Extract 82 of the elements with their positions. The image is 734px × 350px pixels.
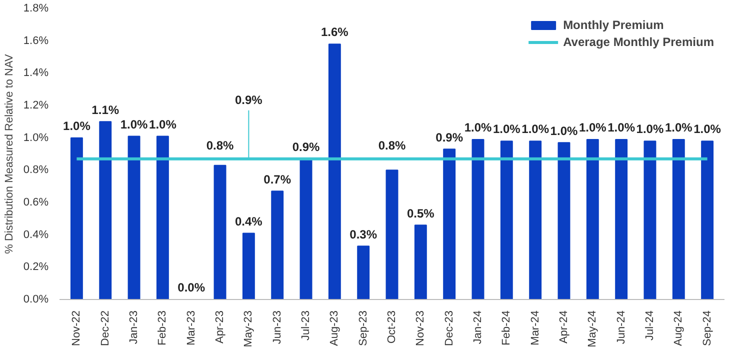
legend-label: Average Monthly Premium: [563, 35, 714, 49]
bar: [529, 140, 542, 300]
bar: [443, 148, 456, 300]
data-label: 0.8%: [206, 138, 234, 152]
annotation: 0.9%: [235, 93, 263, 108]
bar: [558, 142, 570, 300]
bar: [328, 44, 341, 300]
x-tick-label: Jun-24: [615, 310, 628, 344]
bar: [472, 138, 484, 300]
x-tick-label: Jan-24: [472, 310, 484, 344]
data-label: 1.0%: [464, 120, 492, 135]
x-tick-label: Mar-23: [185, 310, 198, 346]
y-tick-label: 1.4%: [23, 67, 49, 80]
data-label: 0.9%: [436, 130, 464, 144]
y-tick-label: 1.6%: [23, 34, 49, 47]
data-label: 1.0%: [694, 122, 722, 136]
data-label: 1.0%: [149, 117, 177, 132]
bar: [271, 190, 284, 300]
legend-label: Monthly Premium: [563, 18, 664, 32]
y-tick-label: 0.4%: [23, 228, 49, 241]
bar: [615, 138, 628, 300]
data-label: 0.3%: [350, 227, 378, 242]
x-tick-label: Oct-23: [386, 310, 398, 344]
data-label: 1.1%: [92, 102, 120, 117]
bar: [701, 140, 714, 300]
bar: [414, 224, 427, 300]
x-tick-label: Sep-23: [357, 310, 370, 346]
x-tick-label: Apr-24: [558, 310, 570, 344]
bar: [214, 164, 226, 300]
data-label: 1.0%: [636, 122, 664, 136]
y-tick-label: 0.2%: [23, 261, 49, 274]
x-tick-label: Jul-23: [300, 310, 312, 340]
y-tick-label: 0.0%: [23, 294, 49, 306]
data-label: 1.0%: [522, 122, 550, 136]
x-tick-label: Jan-23: [128, 310, 140, 344]
x-tick-label: Apr-23: [214, 310, 226, 344]
data-label: 0.0%: [178, 280, 206, 295]
bar: [357, 246, 370, 300]
bar: [128, 136, 140, 300]
x-tick-label: Sep-24: [701, 310, 714, 346]
y-tick-label: 1.8%: [23, 2, 49, 14]
data-label: 0.8%: [378, 138, 406, 152]
x-tick-label: Nov-23: [414, 310, 427, 346]
x-tick-label: Dec-22: [99, 310, 112, 346]
x-tick-label: Aug-23: [328, 310, 341, 346]
x-tick-label: May-24: [586, 310, 599, 348]
bar: [70, 137, 83, 300]
data-label: 1.0%: [608, 120, 636, 135]
bar: [500, 140, 513, 300]
data-label: 1.6%: [320, 25, 349, 40]
x-tick-label: Dec-23: [443, 310, 456, 346]
bar: [99, 121, 112, 300]
y-axis-title: % Distribution Measured Relative to NAV: [3, 53, 16, 254]
x-tick-label: Jun-23: [271, 310, 284, 344]
bar: [672, 138, 685, 300]
data-label: 1.0%: [550, 124, 578, 138]
data-label: 0.5%: [406, 206, 435, 220]
data-label: 1.0%: [578, 120, 607, 135]
x-tick-label: Jul-24: [644, 310, 656, 340]
data-label: 1.0%: [664, 120, 693, 135]
x-tick-label: Feb-23: [156, 310, 169, 346]
bar: [156, 136, 169, 300]
data-label: 0.9%: [292, 140, 320, 154]
data-label: 0.4%: [235, 214, 263, 228]
bar: [386, 170, 398, 300]
y-tick-label: 1.2%: [23, 100, 49, 112]
bar: [644, 140, 656, 300]
y-tick-label: 1.0%: [23, 132, 49, 144]
bar: [242, 232, 255, 300]
data-label: 1.0%: [492, 122, 521, 136]
y-tick-label: 0.6%: [23, 196, 49, 208]
x-tick-label: Mar-24: [529, 310, 542, 346]
y-tick-label: 0.8%: [23, 164, 49, 176]
data-label: 1.0%: [63, 118, 91, 133]
data-label: 0.7%: [264, 172, 292, 186]
bar: [586, 138, 599, 300]
x-tick-label: May-23: [242, 310, 255, 348]
data-label: 1.0%: [120, 117, 148, 132]
x-tick-label: Nov-22: [70, 310, 83, 346]
x-tick-label: Feb-24: [500, 310, 513, 346]
bar: [300, 158, 312, 300]
x-tick-label: Aug-24: [672, 310, 685, 346]
